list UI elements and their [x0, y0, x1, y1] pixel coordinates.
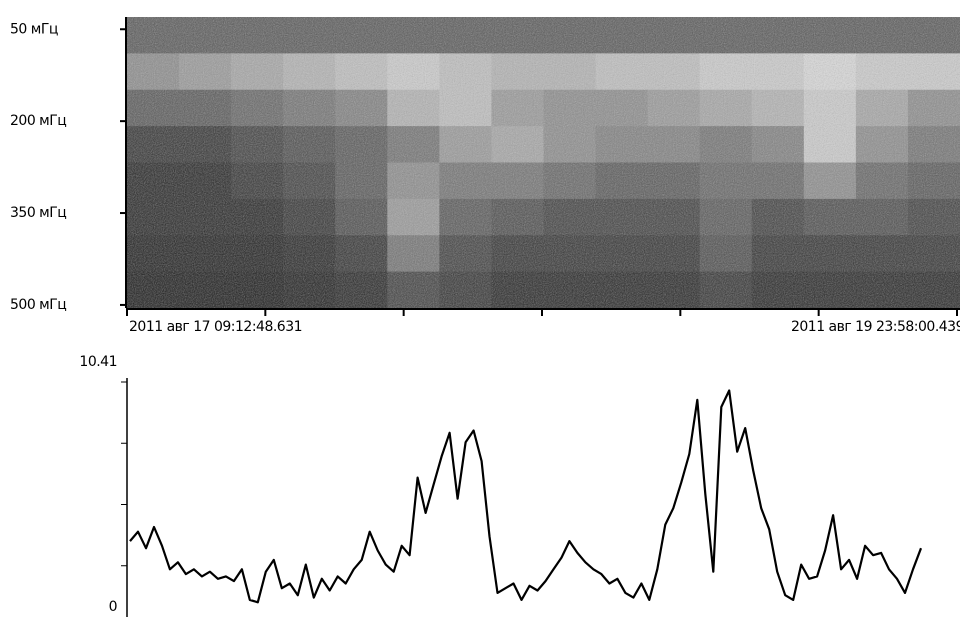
line-plot: 010.41 [79, 354, 923, 617]
y-tick-label: 0 [109, 599, 117, 615]
y-tick-label: 10.41 [79, 354, 117, 370]
x-tick-label: 2011 авг 19 23:58:00.439 [791, 319, 960, 335]
x-tick-label: 2011 авг 17 09:12:48.631 [129, 319, 302, 335]
signal-line [129, 389, 923, 604]
y-tick-label: 50 мГц [10, 21, 58, 37]
y-tick-label: 200 мГц [10, 113, 66, 129]
y-tick-label: 500 мГц [10, 297, 66, 313]
y-tick-label: 350 мГц [10, 205, 66, 221]
noise-texture [127, 17, 960, 308]
